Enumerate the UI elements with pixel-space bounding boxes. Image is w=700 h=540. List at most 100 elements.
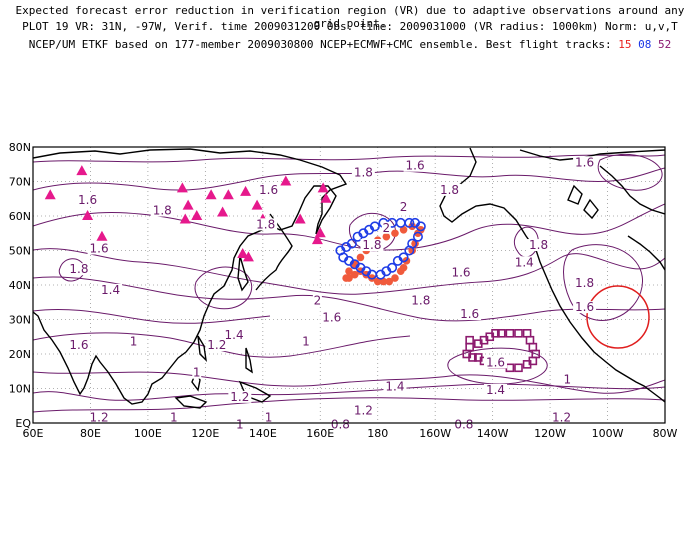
track-08-marker — [369, 221, 380, 232]
contour-label: 1.6 — [322, 311, 341, 325]
contour-label: 1.6 — [575, 155, 594, 169]
contour-label-bg — [192, 366, 202, 379]
lat-tick-label: 70N — [9, 176, 31, 189]
contour-label: 1.8 — [440, 183, 459, 197]
triangle-marker — [76, 165, 88, 176]
lon-tick-label: 80E — [80, 427, 101, 440]
track-15-marker — [391, 229, 399, 238]
contour-label-bg — [235, 418, 245, 431]
contour-label: 1.4 — [385, 380, 404, 394]
track-52-marker — [528, 342, 538, 352]
contour-line — [597, 154, 663, 191]
triangle-marker — [280, 175, 292, 186]
contour-label-bg — [360, 239, 384, 252]
contour-label-bg — [351, 404, 375, 417]
contour-label: 0.8 — [454, 417, 473, 431]
track-15-marker — [373, 277, 382, 286]
lon-tick-label: 140E — [249, 427, 277, 440]
contour-label-bg — [573, 156, 597, 169]
triangle-marker — [191, 210, 203, 220]
triangle-marker — [240, 185, 252, 196]
triangle-marker — [179, 213, 191, 224]
triangle-marker — [217, 206, 229, 217]
track-15-marker — [382, 232, 391, 241]
contour-label: 1.8 — [575, 276, 594, 290]
coastline — [627, 235, 665, 271]
coastline — [174, 395, 208, 409]
track-15-marker — [399, 226, 408, 234]
contour-line — [33, 371, 665, 394]
contour-label-bg — [573, 301, 597, 314]
contour-label: 1.8 — [153, 204, 172, 218]
contour-label-bg — [512, 256, 536, 269]
contour-label: 1.2 — [552, 411, 571, 425]
track-15-marker — [379, 277, 388, 286]
contour-label-bg — [320, 311, 344, 324]
contour-label: 0.8 — [331, 417, 350, 431]
contour-label-bg — [383, 380, 407, 393]
contour-line — [513, 226, 539, 258]
contour-label-bg — [484, 356, 508, 369]
contour-label-bg — [257, 183, 281, 196]
contour-label: 1.6 — [69, 338, 88, 352]
track-52-marker — [496, 328, 506, 338]
header-line-2: PLOT 19 VR: 31N, -97W, Verif. time 20090… — [22, 20, 678, 33]
track-52-marker — [465, 335, 474, 345]
track-08-marker — [404, 245, 415, 256]
contour-label-bg — [87, 411, 111, 424]
track-08-marker — [395, 217, 406, 228]
contour-line — [563, 244, 644, 321]
contour-label: 1.8 — [69, 262, 88, 276]
lat-tick-label: 80N — [9, 141, 31, 154]
contour-label: 1 — [193, 366, 201, 380]
track-15-marker — [408, 246, 417, 255]
track-08-label: 08 — [638, 38, 652, 51]
contour-label-bg — [452, 418, 476, 431]
contour-label: 1.2 — [354, 404, 373, 418]
triangle-marker — [182, 199, 194, 210]
contour-label-bg — [458, 308, 482, 321]
header-line-3: NCEP/UM ETKF based on 177-member 2009030… — [0, 38, 700, 51]
lon-tick-label: 160W — [419, 427, 451, 440]
contour-label: 1.4 — [515, 255, 534, 269]
contour-label: 1 — [564, 373, 572, 387]
contour-label: 1.8 — [362, 238, 381, 252]
track-52-marker — [522, 328, 532, 338]
header-line-3-text: NCEP/UM ETKF based on 177-member 2009030… — [28, 38, 612, 51]
contour-line — [194, 266, 253, 310]
contour-label-bg — [562, 373, 572, 386]
track-15-marker — [391, 274, 399, 282]
lon-tick-label: 140W — [477, 427, 509, 440]
track-52-marker — [491, 328, 500, 338]
contour-label: 1.4 — [225, 328, 244, 342]
contour-label-bg — [312, 294, 322, 307]
contour-label: 1.6 — [575, 300, 594, 314]
triangle-marker — [237, 247, 249, 258]
triangle-marker — [44, 189, 56, 200]
track-52-marker — [514, 363, 523, 373]
contour-label: 1.6 — [451, 266, 470, 280]
header-line-1: Expected forecast error reduction in ver… — [15, 4, 685, 30]
lon-tick-label: 120E — [191, 427, 219, 440]
coastline — [567, 184, 583, 205]
contour-label: 1 — [130, 335, 138, 349]
map-frame — [32, 146, 666, 424]
contour-label-bg — [205, 339, 229, 352]
track-52-marker — [522, 360, 532, 369]
contour-label-bg — [129, 335, 139, 348]
track-52-marker — [473, 353, 483, 362]
lat-tick-label: 50N — [9, 245, 31, 258]
coastline — [439, 147, 665, 403]
triangle-marker — [320, 192, 332, 203]
track-08-marker — [412, 231, 423, 242]
contour-label-bg — [222, 328, 246, 341]
contour-label: 2 — [400, 200, 408, 214]
contour-label: 1 — [236, 417, 244, 431]
contour-label-bg — [228, 390, 252, 403]
contour-line — [33, 308, 271, 324]
contour-label: 1.2 — [90, 411, 109, 425]
track-52-marker — [514, 328, 523, 338]
lat-tick-label: EQ — [15, 417, 31, 430]
track-15-marker — [350, 270, 359, 279]
